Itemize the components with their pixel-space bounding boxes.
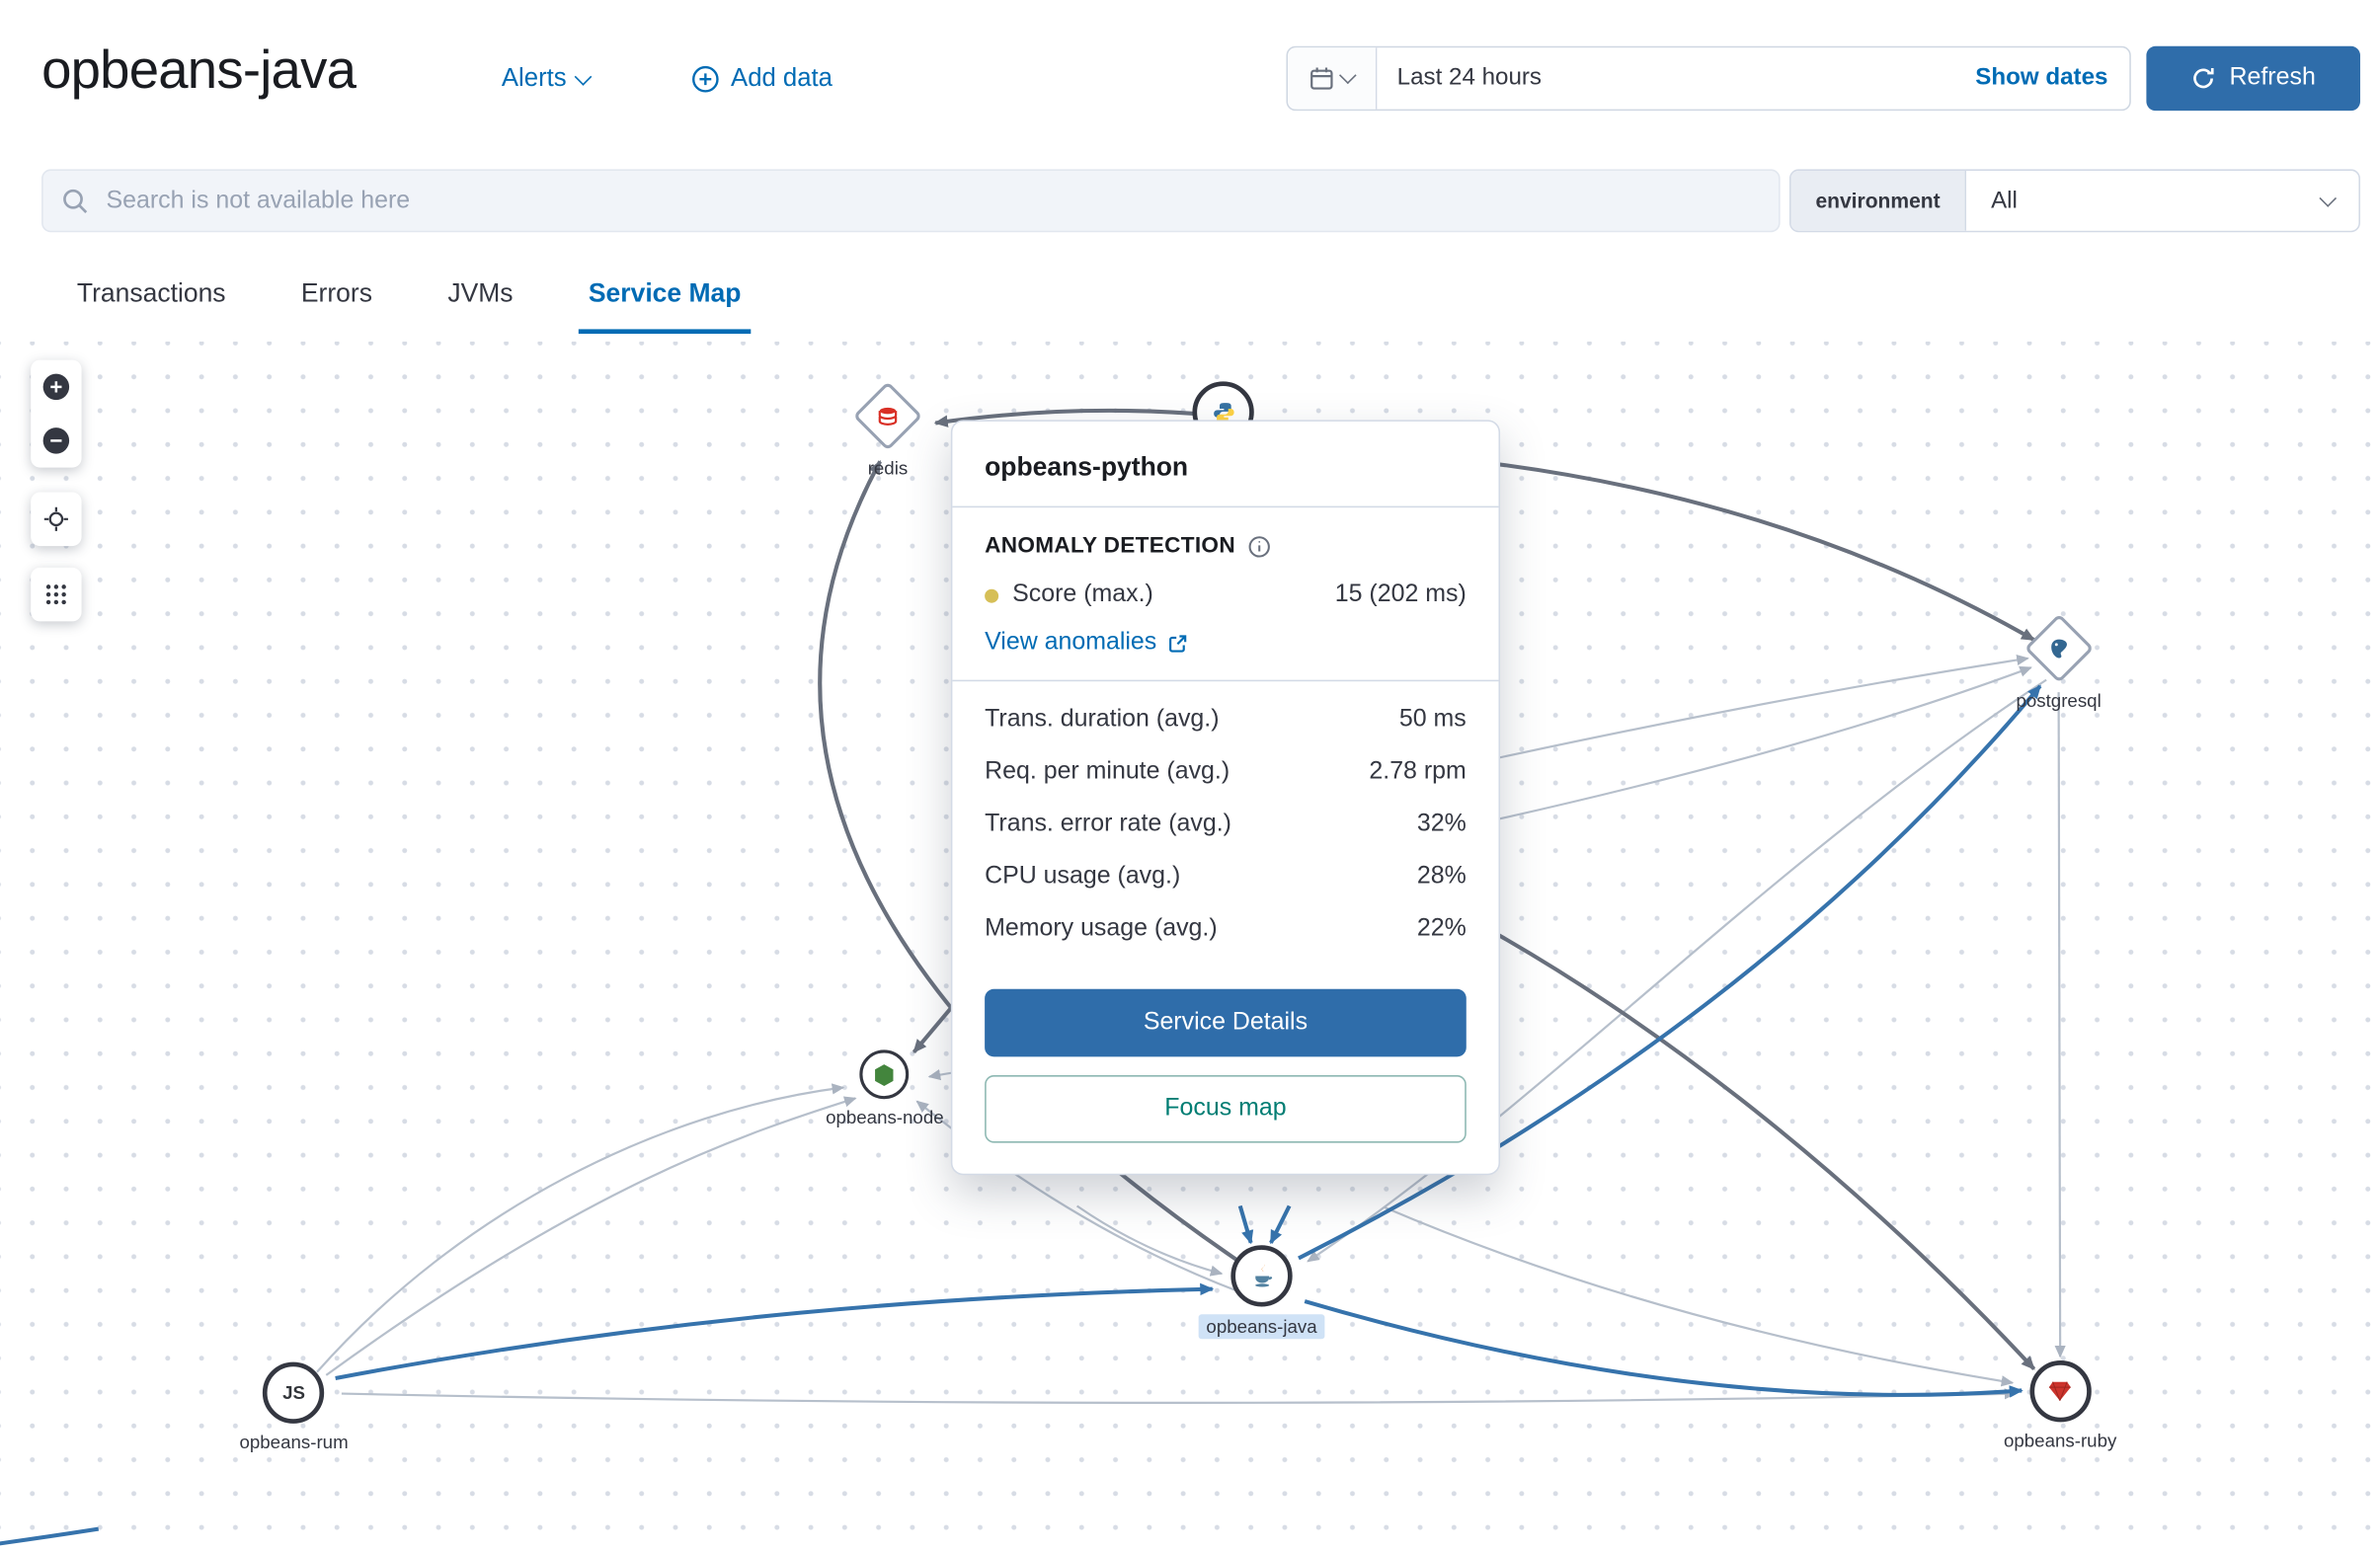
- node-redis[interactable]: redis: [852, 381, 923, 480]
- divider: [952, 505, 1499, 508]
- node-label: opbeans-rum: [239, 1431, 349, 1453]
- zoom-control-panel: [31, 359, 82, 468]
- center-control-panel: [31, 492, 82, 547]
- node-postgresql[interactable]: postgresql: [2016, 613, 2102, 712]
- divider: [952, 679, 1499, 682]
- metric-row: CPU usage (avg.) 28%: [985, 863, 1467, 890]
- postgresql-icon: [2023, 613, 2094, 683]
- chevron-down-icon: [2319, 189, 2338, 207]
- score-label: Score (max.): [1012, 581, 1153, 608]
- popup-title: opbeans-python: [985, 452, 1189, 482]
- environment-filter-label: environment: [1790, 170, 1967, 231]
- node-opbeans-java[interactable]: opbeans-java: [1198, 1245, 1325, 1340]
- node-label: redis: [867, 457, 909, 480]
- node-label: opbeans-ruby: [2003, 1430, 2117, 1451]
- center-map-button[interactable]: [31, 493, 81, 547]
- environment-select[interactable]: All: [1966, 171, 2358, 231]
- service-popup: opbeans-python ANOMALY DETECTION Score (…: [950, 420, 1501, 1176]
- anomaly-detection-heading: ANOMALY DETECTION: [985, 533, 1235, 559]
- zoom-in-icon: [42, 373, 70, 401]
- anomaly-score-dot: [985, 587, 999, 602]
- redis-icon: [852, 381, 923, 451]
- calendar-icon: [1310, 67, 1333, 90]
- chevron-down-icon: [1338, 66, 1357, 85]
- show-dates-button[interactable]: Show dates: [1953, 64, 2129, 92]
- time-range-value[interactable]: Last 24 hours: [1396, 64, 1543, 91]
- grid-layout-button[interactable]: [31, 568, 81, 622]
- info-icon: [1248, 535, 1270, 557]
- tab-transactions[interactable]: Transactions: [68, 276, 235, 334]
- external-link-icon: [1168, 634, 1186, 652]
- page-header: opbeans-java Alerts Add data Last 24 hou…: [0, 0, 2380, 342]
- nodejs-icon: [859, 1049, 910, 1100]
- ruby-icon: [2028, 1360, 2092, 1423]
- zoom-out-icon: [42, 427, 70, 454]
- layout-control-panel: [31, 567, 82, 622]
- date-picker: Last 24 hours Show dates: [1286, 45, 2131, 112]
- metric-row: Trans. duration (avg.) 50 ms: [985, 706, 1467, 733]
- metric-row: Req. per minute (avg.) 2.78 rpm: [985, 758, 1467, 785]
- environment-filter: environment All: [1788, 169, 2360, 233]
- service-details-button[interactable]: Service Details: [985, 988, 1467, 1057]
- node-opbeans-node[interactable]: opbeans-node: [826, 1049, 944, 1128]
- search-icon: [63, 189, 88, 213]
- refresh-button[interactable]: Refresh: [2146, 45, 2360, 112]
- zoom-in-button[interactable]: [31, 360, 81, 415]
- metric-row: Trans. error rate (avg.) 32%: [985, 811, 1467, 837]
- tab-errors[interactable]: Errors: [292, 276, 382, 334]
- js-icon: JS: [263, 1361, 325, 1424]
- alerts-menu-button[interactable]: Alerts: [493, 63, 599, 96]
- node-label-selected: opbeans-java: [1198, 1314, 1325, 1340]
- add-data-button[interactable]: Add data: [681, 63, 841, 96]
- crosshair-icon: [43, 506, 68, 531]
- focus-map-button[interactable]: Focus map: [985, 1075, 1467, 1143]
- tab-service-map[interactable]: Service Map: [579, 276, 751, 335]
- zoom-out-button[interactable]: [31, 414, 81, 468]
- node-label: postgresql: [2016, 689, 2102, 712]
- node-opbeans-rum[interactable]: JS opbeans-rum: [239, 1361, 349, 1453]
- quick-select-date-button[interactable]: [1288, 47, 1378, 110]
- tab-jvms[interactable]: JVMs: [438, 276, 522, 334]
- metric-row: Memory usage (avg.) 22%: [985, 915, 1467, 942]
- score-value: 15 (202 ms): [1334, 581, 1467, 608]
- chevron-down-icon: [574, 67, 593, 85]
- node-opbeans-ruby[interactable]: opbeans-ruby: [2004, 1360, 2116, 1451]
- java-icon: [1230, 1245, 1293, 1307]
- search-bar: [41, 169, 1781, 233]
- view-anomalies-link[interactable]: View anomalies: [985, 629, 1467, 657]
- grid-icon: [45, 584, 66, 605]
- search-input[interactable]: [103, 185, 1761, 216]
- page-title: opbeans-java: [41, 39, 357, 101]
- node-label: opbeans-node: [826, 1106, 944, 1128]
- plus-circle-icon: [692, 65, 719, 93]
- tab-bar: Transactions Errors JVMs Service Map: [68, 276, 751, 335]
- anomaly-score-row: Score (max.) 15 (202 ms): [985, 582, 1467, 609]
- refresh-icon: [2193, 68, 2214, 89]
